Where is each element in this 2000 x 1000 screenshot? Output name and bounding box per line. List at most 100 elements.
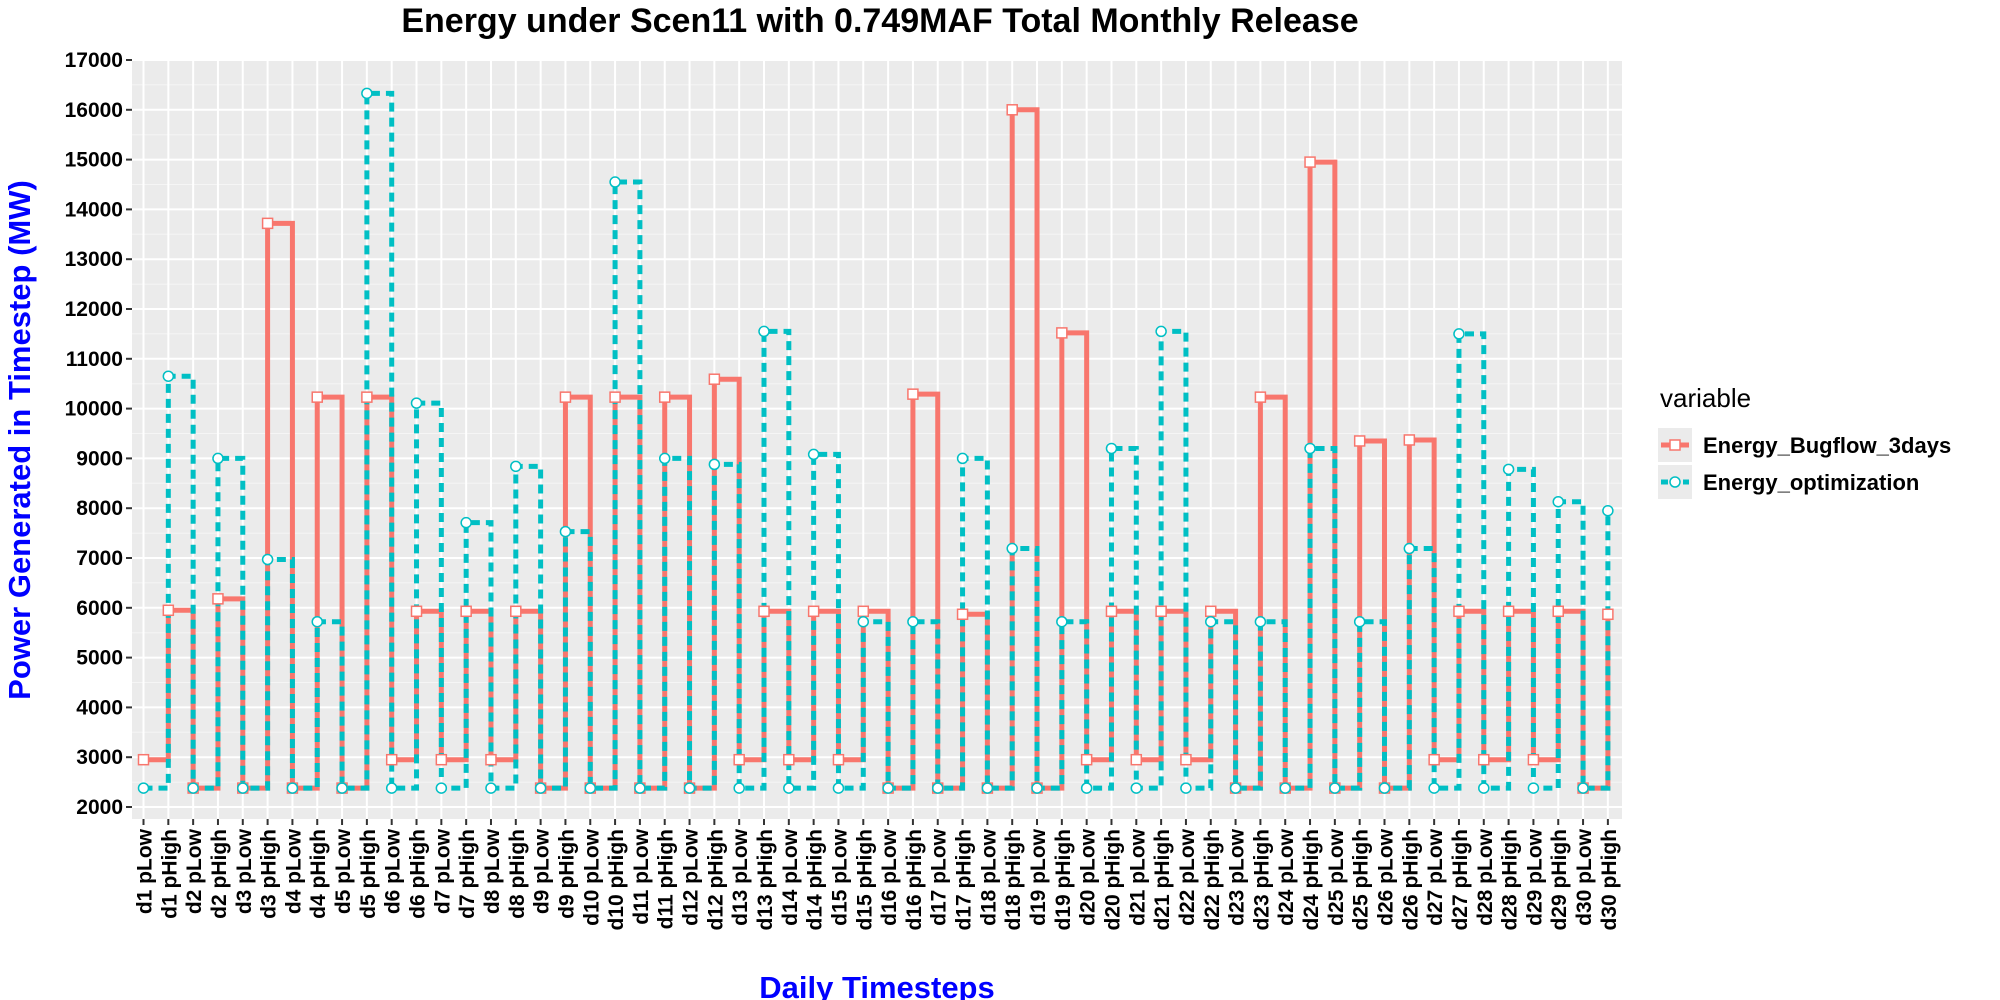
point-Energy_optimization [733, 782, 745, 794]
point-Energy_optimization [1056, 615, 1068, 628]
point-Energy_optimization [708, 458, 721, 471]
point-Energy_Bugflow_3days [708, 373, 721, 385]
point-Energy_optimization [634, 782, 646, 794]
point-Energy_optimization [1205, 615, 1217, 628]
x-tick-label: d21 pLow [1126, 828, 1149, 926]
point-Energy_Bugflow_3days [758, 605, 770, 618]
x-tick-label: d13 pLow [729, 828, 752, 926]
x-tick-label: d21 pHigh [1151, 829, 1174, 931]
x-tick-label: d2 pHigh [208, 829, 231, 919]
point-Energy_Bugflow_3days [1006, 104, 1018, 116]
y-tick-label: 15000 [65, 149, 123, 172]
point-Energy_optimization [510, 460, 522, 473]
point-Energy_optimization [1478, 782, 1490, 794]
x-tick-label: d15 pLow [828, 828, 851, 926]
x-tick-label: d8 pLow [481, 828, 504, 914]
point-Energy_Bugflow_3days [1403, 434, 1416, 446]
point-Energy_optimization [212, 452, 224, 465]
y-tick-label: 4000 [76, 696, 123, 719]
point-Energy_Bugflow_3days [1502, 605, 1515, 618]
x-tick-label: d14 pLow [779, 828, 802, 926]
x-tick-label: d18 pLow [977, 828, 1000, 926]
x-tick-label: d30 pHigh [1598, 829, 1621, 931]
point-Energy_optimization [1329, 782, 1341, 794]
point-Energy_optimization [1031, 782, 1043, 794]
x-tick-label: d10 pLow [580, 828, 603, 926]
x-tick-label: d10 pHigh [605, 829, 628, 931]
point-Energy_optimization [410, 397, 423, 409]
y-tick-label: 2000 [76, 796, 123, 819]
point-Energy_optimization [1155, 325, 1167, 338]
point-Energy_Bugflow_3days [510, 605, 522, 618]
x-tick-label: d28 pLow [1474, 828, 1497, 926]
legend-label: Energy_optimization [1703, 470, 1919, 495]
y-tick-label: 12000 [65, 298, 123, 321]
x-tick-label: d1 pLow [134, 828, 157, 914]
x-tick-label: d24 pLow [1275, 828, 1298, 926]
point-Energy_optimization [261, 553, 274, 566]
point-Energy_optimization [1552, 495, 1564, 508]
x-tick-label: d6 pLow [382, 828, 405, 914]
point-Energy_optimization [162, 370, 175, 382]
x-tick-label: d11 pHigh [655, 829, 678, 929]
point-Energy_optimization [1502, 463, 1515, 476]
point-Energy_optimization [361, 87, 373, 100]
x-tick-label: d11 pLow [630, 828, 653, 924]
x-tick-label: d14 pHigh [804, 829, 827, 931]
x-tick-label: d8 pHigh [506, 829, 529, 919]
point-Energy_Bugflow_3days [1155, 605, 1167, 618]
x-tick-label: d7 pLow [431, 828, 454, 914]
y-tick-label: 3000 [76, 746, 123, 769]
point-Energy_Bugflow_3days [1552, 605, 1564, 618]
point-Energy_optimization [1577, 782, 1589, 794]
point-Energy_optimization [336, 782, 348, 794]
point-Energy_Bugflow_3days [559, 391, 572, 403]
series-line-Energy_Bugflow_3days [143, 107, 1611, 791]
point-Energy_optimization [1602, 504, 1614, 517]
point-Energy_optimization [534, 782, 547, 794]
y-axis-label: Power Generated in Timestep (MW) [2, 180, 37, 700]
legend: variable Energy_Bugflow_3days Energy_opti… [1658, 383, 1951, 499]
legend-key-marker [1669, 476, 1681, 488]
x-tick-label: d17 pHigh [953, 829, 976, 931]
point-Energy_Bugflow_3days [733, 753, 745, 766]
point-Energy_Bugflow_3days [807, 605, 820, 618]
point-Energy_optimization [783, 782, 795, 794]
x-tick-label: d16 pLow [878, 828, 901, 926]
point-Energy_optimization [956, 452, 969, 465]
x-tick-label: d27 pHigh [1449, 829, 1472, 931]
y-axis: 2000 3000 4000 5000 6000 7000 8000 9000 10000 110… [65, 49, 132, 819]
point-Energy_optimization [137, 782, 150, 794]
point-Energy_Bugflow_3days [1353, 435, 1366, 447]
x-tick-label: d9 pLow [531, 828, 554, 914]
point-Energy_Bugflow_3days [1130, 753, 1143, 766]
point-Energy_optimization [931, 782, 944, 794]
x-tick-label: d5 pLow [332, 828, 355, 914]
point-Energy_optimization [882, 782, 894, 794]
x-tick-label: d24 pHigh [1300, 829, 1323, 931]
x-tick-label: d13 pHigh [754, 829, 777, 931]
x-tick-label: d5 pHigh [357, 829, 380, 919]
x-tick-label: d18 pHigh [1002, 829, 1025, 931]
point-Energy_optimization [1403, 542, 1416, 555]
y-tick-label: 8000 [76, 497, 123, 520]
point-Energy_optimization [559, 525, 572, 538]
point-Energy_Bugflow_3days [361, 391, 373, 403]
point-Energy_Bugflow_3days [435, 753, 448, 766]
x-tick-label: d17 pLow [928, 828, 951, 926]
point-Energy_optimization [658, 452, 671, 465]
point-Energy_optimization [311, 615, 323, 628]
y-tick-label: 17000 [65, 49, 123, 72]
point-Energy_Bugflow_3days [609, 391, 621, 403]
x-tick-label: d19 pHigh [1052, 829, 1075, 931]
point-Energy_optimization [187, 782, 199, 794]
point-Energy_optimization [1428, 782, 1440, 794]
point-Energy_Bugflow_3days [832, 753, 845, 766]
point-Energy_optimization [907, 615, 919, 628]
point-Energy_optimization [435, 782, 448, 794]
point-Energy_Bugflow_3days [1453, 605, 1465, 618]
point-Energy_optimization [832, 782, 845, 794]
point-Energy_optimization [758, 325, 770, 338]
point-Energy_Bugflow_3days [857, 605, 870, 618]
